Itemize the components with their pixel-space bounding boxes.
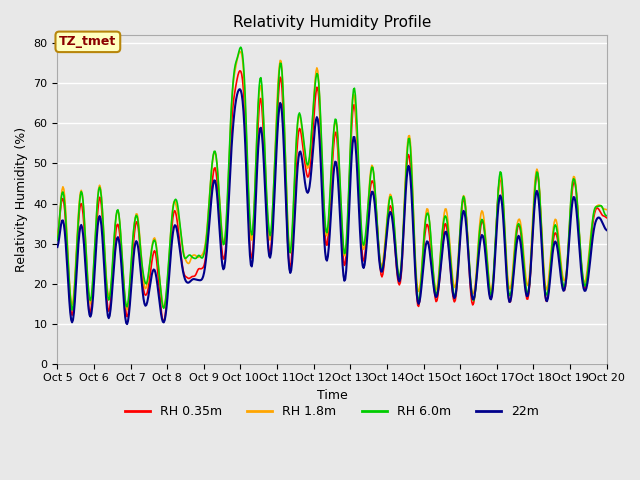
Text: TZ_tmet: TZ_tmet [60,36,116,48]
X-axis label: Time: Time [317,389,348,402]
Title: Relativity Humidity Profile: Relativity Humidity Profile [233,15,431,30]
Legend: RH 0.35m, RH 1.8m, RH 6.0m, 22m: RH 0.35m, RH 1.8m, RH 6.0m, 22m [120,400,543,423]
Y-axis label: Relativity Humidity (%): Relativity Humidity (%) [15,127,28,272]
